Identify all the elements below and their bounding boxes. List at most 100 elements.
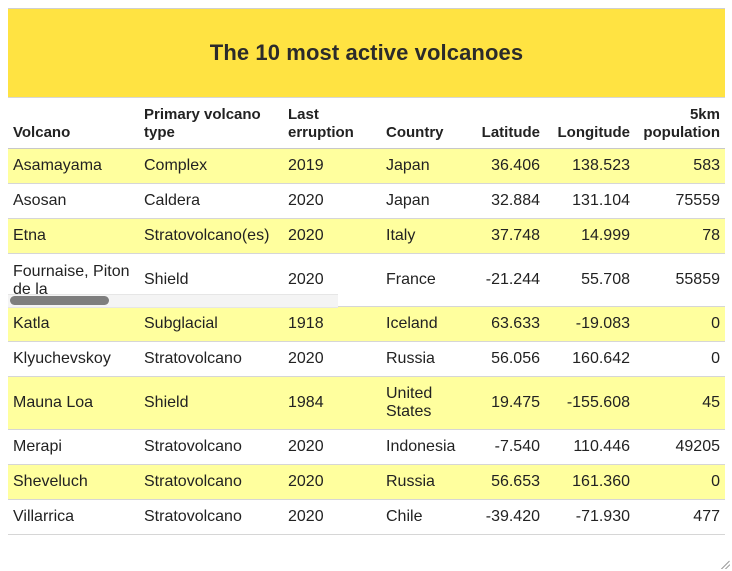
cell-longitude: 131.104 [545,183,635,219]
column-header-volcano[interactable]: Volcano [8,97,139,149]
column-header-eruption-line1: Last [288,106,319,123]
table-row: Sheveluch Stratovolcano 2020 Russia 56.6… [8,464,725,500]
column-header-type-line2: type [144,124,175,141]
cell-last-eruption: 2020 [283,183,381,219]
column-header-longitude-label: Longitude [557,124,630,141]
scrollbar-thumb[interactable] [10,296,109,305]
column-header-latitude[interactable]: Latitude [470,97,545,149]
cell-population: 55859 [635,253,725,307]
cell-population: 78 [635,218,725,254]
column-header-eruption-line2: erruption [288,124,354,141]
cell-volcano: Sheveluch [8,464,139,500]
cell-type: Complex [139,148,283,184]
horizontal-scrollbar[interactable] [8,294,338,308]
column-header-population-line2: population [643,124,720,141]
cell-population: 75559 [635,183,725,219]
cell-volcano: Etna [8,218,139,254]
table-row: Asosan Caldera 2020 Japan 32.884 131.104… [8,183,725,219]
cell-longitude: 55.708 [545,253,635,307]
volcano-table-card: The 10 most active volcanoes Volcano Pri… [8,8,725,535]
cell-last-eruption: 2020 [283,218,381,254]
cell-population: 45 [635,376,725,430]
table-row: Villarrica Stratovolcano 2020 Chile -39.… [8,499,725,535]
column-header-country-label: Country [386,124,444,141]
column-header-type-line1: Primary volcano [144,106,261,123]
cell-country: Iceland [381,306,470,342]
cell-type: Stratovolcano [139,341,283,377]
table-row: Katla Subglacial 1918 Iceland 63.633 -19… [8,306,725,342]
column-header-population-line1: 5km [689,106,720,123]
cell-country: Chile [381,499,470,535]
cell-population: 0 [635,464,725,500]
cell-last-eruption: 2020 [283,499,381,535]
cell-country: Japan [381,183,470,219]
table-row: Etna Stratovolcano(es) 2020 Italy 37.748… [8,218,725,254]
cell-latitude: 32.884 [470,183,545,219]
column-header-population[interactable]: 5km population [635,97,725,149]
cell-longitude: 161.360 [545,464,635,500]
cell-longitude: 160.642 [545,341,635,377]
cell-volcano: Asamayama [8,148,139,184]
page-title: The 10 most active volcanoes [209,40,524,65]
cell-country: Indonesia [381,429,470,465]
cell-volcano: Katla [8,306,139,342]
cell-last-eruption: 2019 [283,148,381,184]
cell-country: Russia [381,341,470,377]
cell-longitude: 138.523 [545,148,635,184]
cell-longitude: 110.446 [545,429,635,465]
cell-type: Shield [139,376,283,430]
title-bar: The 10 most active volcanoes [8,8,725,97]
cell-volcano: Merapi [8,429,139,465]
column-header-latitude-label: Latitude [481,124,540,141]
cell-latitude: 63.633 [470,306,545,342]
cell-type: Caldera [139,183,283,219]
header-row: Volcano Primary volcano type Last errupt… [8,97,725,149]
cell-population: 49205 [635,429,725,465]
cell-longitude: -155.608 [545,376,635,430]
cell-country: France [381,253,470,307]
column-header-type[interactable]: Primary volcano type [139,97,283,149]
cell-type: Stratovolcano(es) [139,218,283,254]
cell-latitude: 56.653 [470,464,545,500]
column-header-longitude[interactable]: Longitude [545,97,635,149]
cell-type: Subglacial [139,306,283,342]
column-header-volcano-label: Volcano [13,124,71,141]
cell-latitude: 56.056 [470,341,545,377]
resize-grip-icon[interactable] [721,560,730,569]
cell-country: Russia [381,464,470,500]
cell-volcano: Klyuchevskoy [8,341,139,377]
cell-latitude: -7.540 [470,429,545,465]
cell-country: United States [381,376,470,430]
cell-last-eruption: 1984 [283,376,381,430]
cell-last-eruption: 2020 [283,429,381,465]
cell-population: 477 [635,499,725,535]
cell-volcano: Mauna Loa [8,376,139,430]
cell-type: Stratovolcano [139,464,283,500]
table-row: Klyuchevskoy Stratovolcano 2020 Russia 5… [8,341,725,377]
cell-type: Stratovolcano [139,499,283,535]
cell-last-eruption: 2020 [283,341,381,377]
cell-latitude: 37.748 [470,218,545,254]
volcano-table: Volcano Primary volcano type Last errupt… [8,97,725,535]
cell-volcano-text: Fournaise, Piton de la [13,263,130,298]
table-row: Mauna Loa Shield 1984 United States 19.4… [8,376,725,430]
cell-longitude: -19.083 [545,306,635,342]
cell-population: 583 [635,148,725,184]
cell-country: Japan [381,148,470,184]
cell-last-eruption: 1918 [283,306,381,342]
cell-volcano: Asosan [8,183,139,219]
cell-last-eruption: 2020 [283,464,381,500]
column-header-country[interactable]: Country [381,97,470,149]
cell-latitude: -21.244 [470,253,545,307]
cell-longitude: -71.930 [545,499,635,535]
cell-country: Italy [381,218,470,254]
cell-population: 0 [635,306,725,342]
table-row: Merapi Stratovolcano 2020 Indonesia -7.5… [8,429,725,465]
cell-longitude: 14.999 [545,218,635,254]
table-row: Asamayama Complex 2019 Japan 36.406 138.… [8,148,725,184]
cell-type: Stratovolcano [139,429,283,465]
column-header-last-eruption[interactable]: Last erruption [283,97,381,149]
cell-volcano: Villarrica [8,499,139,535]
cell-latitude: -39.420 [470,499,545,535]
cell-population: 0 [635,341,725,377]
